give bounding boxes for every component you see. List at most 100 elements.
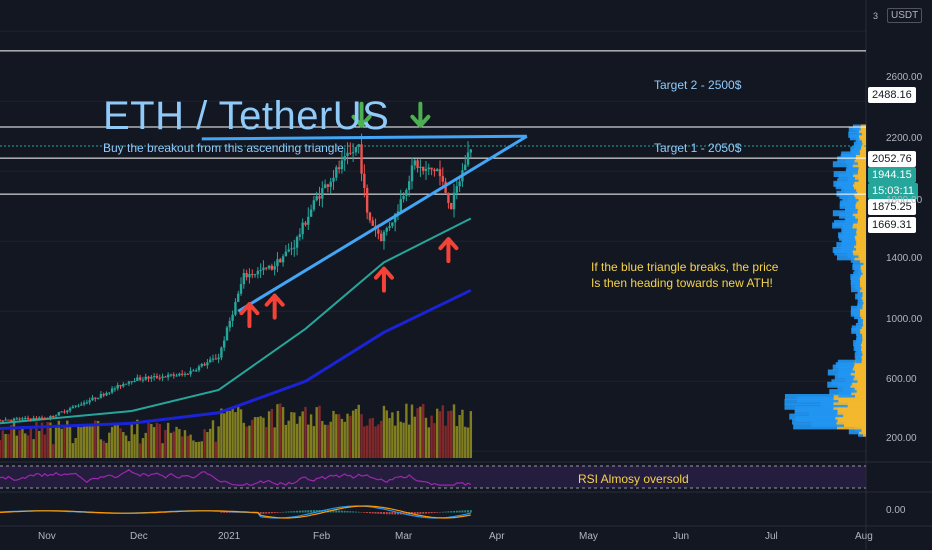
- candle-body: [183, 373, 187, 375]
- candle-body: [169, 374, 173, 376]
- candle-body: [354, 146, 358, 153]
- candle-body: [421, 166, 425, 171]
- candle-body: [385, 228, 388, 232]
- candle-body: [329, 181, 332, 187]
- volume-bar: [96, 420, 100, 458]
- volume-bar: [270, 408, 274, 458]
- macd-histogram-bar: [380, 512, 383, 514]
- candle-body: [220, 347, 223, 358]
- volume-bar: [351, 410, 355, 458]
- volume-bar: [365, 425, 369, 458]
- volume-bar: [189, 434, 192, 458]
- candle-body: [379, 233, 383, 242]
- macd-histogram-bar: [349, 511, 352, 513]
- macd-histogram-bar: [363, 512, 366, 513]
- volume-bar: [138, 443, 142, 458]
- volume-bar: [150, 423, 153, 458]
- volume-bar: [293, 412, 296, 458]
- macd-histogram-bar: [259, 512, 262, 514]
- candle-body: [357, 144, 360, 147]
- candle-body: [200, 364, 203, 367]
- candle-body: [116, 385, 119, 389]
- profile-bar: [837, 359, 855, 366]
- scale-mark[interactable]: 3: [873, 11, 879, 21]
- macd-histogram-bar: [315, 510, 318, 513]
- volume-bar: [127, 441, 131, 458]
- candle-body: [208, 359, 212, 363]
- x-tick: Mar: [395, 531, 413, 542]
- candle-body: [466, 152, 470, 165]
- macd-histogram-bar: [357, 511, 360, 513]
- candle-body: [402, 195, 405, 200]
- volume-bar: [265, 427, 268, 458]
- volume-bar: [399, 421, 402, 458]
- candle-body: [365, 187, 369, 213]
- volume-bar: [147, 422, 150, 458]
- candle-body: [416, 160, 419, 168]
- volume-bar: [119, 428, 122, 458]
- volume-bar: [385, 410, 388, 458]
- x-tick: Feb: [313, 531, 331, 542]
- volume-bar: [228, 410, 232, 458]
- volume-bar: [332, 410, 335, 458]
- candle-body: [24, 417, 27, 419]
- price-tag-1875: 1875.25: [868, 199, 916, 215]
- volume-bar: [155, 422, 159, 458]
- candle-body: [60, 411, 63, 413]
- volume-bar: [113, 425, 117, 458]
- x-tick: Apr: [489, 531, 505, 542]
- volume-bar: [279, 403, 282, 458]
- macd-histogram-bar: [343, 510, 346, 513]
- volume-bar: [234, 412, 237, 458]
- volume-bar: [461, 409, 464, 458]
- trendlines: [201, 134, 528, 313]
- candle-body: [10, 419, 13, 421]
- candle-body: [197, 366, 201, 371]
- candle-body: [441, 176, 445, 182]
- candle-body: [96, 397, 100, 399]
- volume-bar: [35, 421, 38, 458]
- candle-body: [150, 376, 153, 379]
- x-tick: Jun: [673, 531, 690, 542]
- rsi-pane: [0, 465, 866, 489]
- volume-bar: [253, 417, 257, 458]
- candle-body: [147, 376, 150, 379]
- volume-bar: [410, 404, 414, 458]
- volume-bar: [133, 434, 136, 458]
- volume-bar: [346, 413, 349, 458]
- macd-histogram-bar: [332, 510, 335, 513]
- candle-body: [40, 417, 44, 419]
- volume-bar: [158, 424, 161, 458]
- volume-bar: [85, 423, 89, 458]
- candle-body: [223, 340, 226, 348]
- currency-label[interactable]: USDT: [887, 8, 923, 23]
- candle-body: [15, 418, 19, 420]
- candle-body: [80, 404, 83, 406]
- volume-bar: [38, 430, 41, 458]
- macd-histogram-bar: [416, 512, 419, 515]
- macd-histogram-bar: [335, 510, 338, 513]
- volume-bar: [371, 417, 374, 458]
- macd-histogram-bar: [310, 510, 313, 513]
- volume-bar: [208, 428, 212, 458]
- candle-body: [192, 370, 195, 372]
- macd-histogram-bar: [340, 510, 343, 513]
- candle-body: [337, 167, 341, 170]
- candle-body: [256, 270, 260, 275]
- candle-body: [399, 199, 402, 212]
- candle-body: [259, 270, 262, 272]
- candle-body: [251, 273, 254, 276]
- macd-histogram-bar: [430, 512, 433, 514]
- candle-body: [110, 388, 114, 393]
- volume-bar: [57, 420, 61, 458]
- macd-histogram-bar: [464, 510, 467, 513]
- candle-body: [124, 383, 128, 385]
- volume-bar: [80, 427, 83, 458]
- moving-averages: [0, 217, 472, 430]
- volume-bar: [102, 440, 105, 458]
- volume-bars: [0, 403, 473, 458]
- y-tick: 2200.00: [886, 133, 923, 144]
- candle-body: [94, 397, 97, 399]
- candle-body: [393, 213, 397, 223]
- candle-body: [203, 364, 206, 366]
